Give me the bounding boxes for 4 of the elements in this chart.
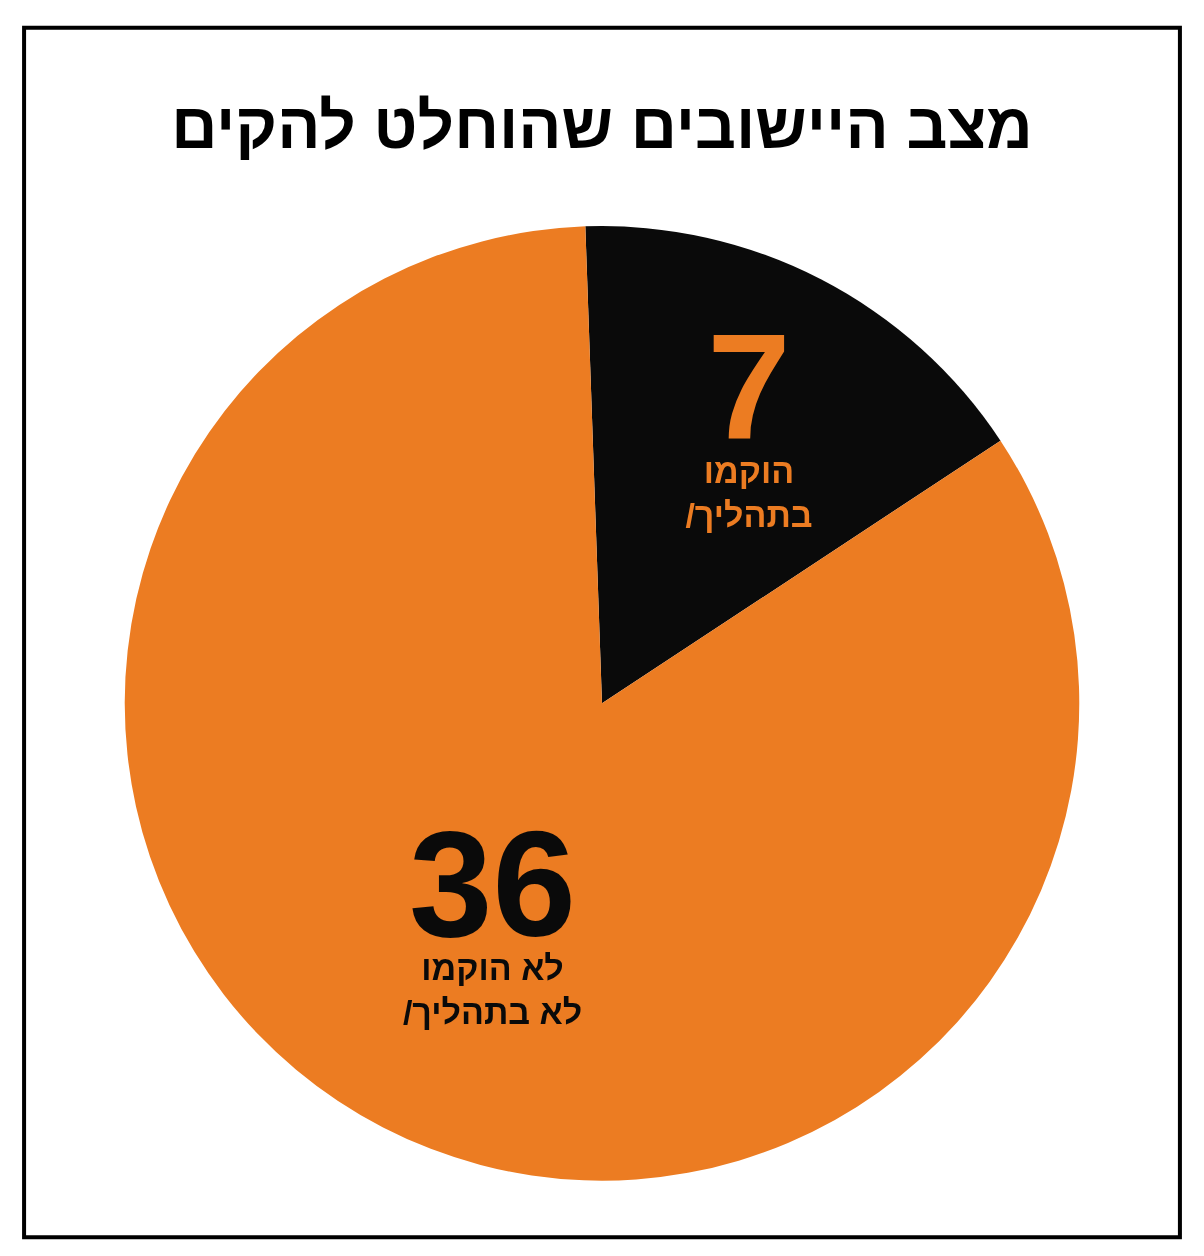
chart-title: מצב היישובים שהוחלט להקים [171,90,1033,162]
slice-label: לא הוקמו /לא בתהליך [402,948,583,1032]
pie-slice [585,226,1001,704]
pie-slice [124,226,1079,1181]
